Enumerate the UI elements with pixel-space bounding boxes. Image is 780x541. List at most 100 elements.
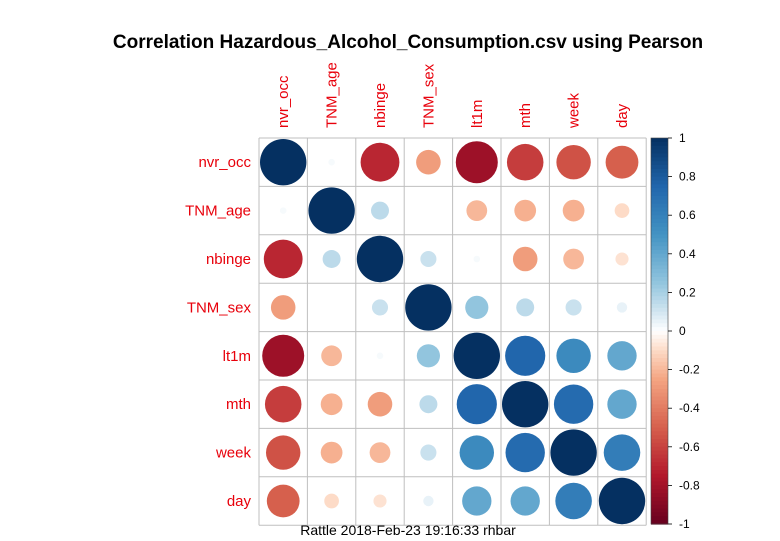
- corr-circle-nbinge-week: [563, 248, 584, 270]
- corr-circle-day-nvr_occ: [266, 484, 300, 518]
- colorbar-segment: [651, 157, 668, 162]
- col-label-nvr_occ: nvr_occ: [275, 75, 292, 128]
- colorbar-segment: [651, 292, 668, 297]
- colorbar-segment: [651, 276, 668, 282]
- colorbar-segment: [651, 172, 668, 178]
- colorbar-segment: [651, 373, 668, 378]
- colorbar-segment: [651, 354, 668, 359]
- colorbar-tick-label: 0.2: [679, 285, 696, 299]
- colorbar-segment: [651, 342, 668, 348]
- colorbar-segment: [651, 188, 668, 193]
- colorbar-segment: [651, 381, 668, 386]
- colorbar-tick-label: 1: [679, 131, 686, 145]
- colorbar-tick-label: -0.4: [679, 401, 700, 415]
- colorbar-segment: [651, 454, 668, 459]
- corr-circle-TNM_sex-TNM_sex: [405, 284, 452, 331]
- colorbar-segment: [651, 153, 668, 158]
- colorbar-segment: [651, 365, 668, 371]
- corr-circle-mth-nvr_occ: [264, 385, 302, 423]
- corr-circle-nbinge-TNM_age: [322, 250, 341, 268]
- corr-circle-mth-day: [607, 389, 637, 419]
- colorbar-segment: [651, 412, 668, 417]
- colorbar-tick-label: -0.2: [679, 363, 700, 377]
- colorbar-segment: [651, 504, 668, 510]
- colorbar-segment: [651, 226, 668, 232]
- corr-circle-week-TNM_sex: [420, 444, 437, 461]
- corr-circle-day-mth: [510, 486, 540, 516]
- colorbar-segment: [651, 207, 668, 212]
- colorbar-segment: [651, 319, 668, 324]
- colorbar-segment: [651, 307, 668, 313]
- corr-circle-week-nvr_occ: [265, 435, 301, 470]
- colorbar-segment: [651, 481, 668, 486]
- colorbar-segment: [651, 361, 668, 367]
- colorbar-segment: [651, 435, 668, 440]
- colorbar-segment: [651, 184, 668, 189]
- corr-circle-TNM_age-day: [614, 203, 630, 218]
- corr-circle-mth-lt1m: [456, 384, 497, 425]
- colorbar-segment: [651, 311, 668, 317]
- row-label-day: day: [227, 493, 252, 510]
- corr-circle-day-week: [555, 482, 592, 520]
- colorbar-segment: [651, 419, 668, 425]
- colorbar-segment: [651, 180, 668, 185]
- colorbar-segment: [651, 215, 668, 220]
- corr-circle-week-TNM_age: [320, 441, 343, 464]
- colorbar-segment: [651, 392, 668, 398]
- corr-circle-lt1m-week: [556, 338, 591, 374]
- row-label-lt1m: lt1m: [223, 348, 251, 365]
- colorbar-segment: [651, 149, 668, 155]
- corr-circle-day-lt1m: [462, 486, 492, 516]
- colorbar-segment: [651, 288, 668, 293]
- corr-circle-mth-nbinge: [367, 391, 393, 417]
- colorbar-segment: [651, 192, 668, 197]
- row-label-nvr_occ: nvr_occ: [198, 154, 251, 171]
- colorbar-segment: [651, 415, 668, 421]
- colorbar-segment: [651, 273, 668, 278]
- colorbar-segment: [651, 303, 668, 309]
- corr-circle-nbinge-mth: [512, 246, 538, 272]
- colorbar-segment: [651, 404, 668, 409]
- colorbar-segment: [651, 466, 668, 471]
- col-label-week: week: [566, 92, 583, 129]
- corr-circle-lt1m-lt1m: [453, 332, 500, 379]
- corr-circle-lt1m-nvr_occ: [262, 334, 305, 377]
- colorbar-segment: [651, 489, 668, 494]
- colorbar-segment: [651, 520, 668, 525]
- row-label-TNM_sex: TNM_sex: [187, 299, 252, 316]
- corr-circle-TNM_age-week: [562, 199, 585, 222]
- corr-circle-day-day: [598, 477, 646, 525]
- colorbar-segment: [651, 350, 668, 355]
- corr-circle-nbinge-nvr_occ: [263, 239, 303, 279]
- corr-circle-lt1m-TNM_age: [321, 345, 342, 367]
- colorbar-segment: [651, 439, 668, 444]
- colorbar-segment: [651, 377, 668, 382]
- colorbar-segment: [651, 219, 668, 224]
- corr-circle-week-nbinge: [369, 442, 391, 463]
- corr-circle-lt1m-mth: [505, 335, 546, 376]
- corr-circle-nbinge-day: [615, 252, 629, 266]
- colorbar-segment: [651, 230, 668, 236]
- colorbar-tick-label: 0: [679, 324, 686, 338]
- corr-circle-TNM_age-lt1m: [466, 200, 488, 221]
- colorbar-segment: [651, 496, 668, 502]
- corr-circle-nbinge-lt1m: [473, 255, 481, 263]
- colorbar-segment: [651, 327, 668, 332]
- colorbar-segment: [651, 315, 668, 321]
- col-label-TNM_sex: TNM_sex: [420, 63, 437, 128]
- colorbar-segment: [651, 331, 668, 336]
- corr-circle-TNM_sex-day: [616, 302, 628, 313]
- colorbar-segment: [651, 442, 668, 448]
- colorbar-segment: [651, 165, 668, 170]
- corr-circle-nvr_occ-nvr_occ: [260, 139, 307, 186]
- colorbar-segment: [651, 323, 668, 328]
- corr-circle-week-lt1m: [459, 435, 495, 470]
- colorbar-segment: [651, 257, 668, 263]
- corr-circle-nvr_occ-TNM_age: [328, 158, 335, 166]
- corr-circle-TNM_age-TNM_age: [308, 187, 355, 234]
- colorbar-segment: [651, 141, 668, 147]
- corr-circle-week-mth: [505, 432, 545, 473]
- color-legend: 1 0.8 0.6 0.4 0.2 0 -0.2 -0.4 -0.6 -0.8 -1: [650, 131, 700, 531]
- corr-circle-TNM_sex-week: [565, 299, 582, 316]
